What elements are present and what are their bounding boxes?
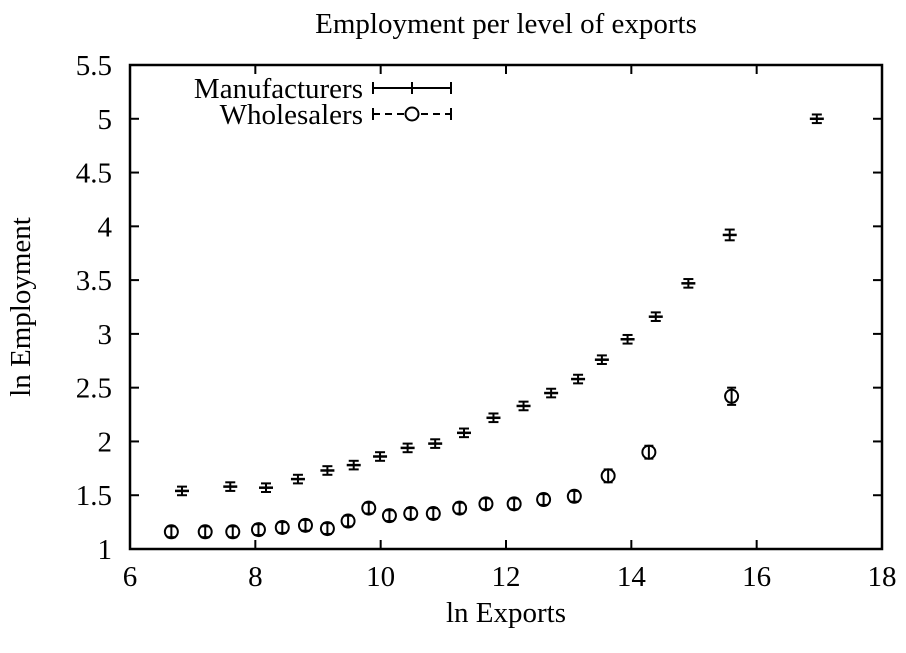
wholesalers-point bbox=[425, 506, 441, 522]
circle-marker bbox=[452, 500, 468, 516]
y-tick-label: 4 bbox=[98, 211, 113, 243]
circle-marker bbox=[403, 506, 419, 522]
manufacturers-point bbox=[544, 387, 559, 399]
y-tick-label: 5.5 bbox=[76, 50, 112, 82]
manufacturers-point bbox=[290, 473, 305, 485]
circle-marker bbox=[225, 524, 241, 540]
wholesalers-point bbox=[297, 517, 313, 533]
y-tick-label: 5 bbox=[98, 104, 113, 136]
plot-border bbox=[128, 63, 884, 551]
x-tick-label: 10 bbox=[366, 561, 395, 593]
manufacturers-point bbox=[620, 333, 635, 345]
plot-generated-content: 6 8 10 12 14 16 18 1 1.5 2 2.5 3 3.5 4 4.5 5 5.5 Manufact… bbox=[76, 50, 897, 593]
circle-marker bbox=[641, 444, 657, 460]
manufacturers-point bbox=[516, 400, 531, 412]
y-tick-label: 4.5 bbox=[76, 158, 112, 190]
circle-marker bbox=[274, 519, 290, 535]
chart-title: Employment per level of exports bbox=[315, 8, 697, 40]
legend-sample-circle bbox=[404, 106, 420, 122]
circle-marker bbox=[297, 517, 313, 533]
wholesalers-point bbox=[163, 524, 179, 540]
circle-marker bbox=[319, 521, 335, 537]
manufacturers-point bbox=[594, 354, 609, 366]
x-tick-label: 18 bbox=[868, 561, 897, 593]
circle-marker bbox=[163, 524, 179, 540]
wholesalers-point bbox=[536, 492, 552, 508]
x-tick-label: 12 bbox=[492, 561, 521, 593]
manufacturers-point bbox=[258, 482, 273, 493]
circle-marker bbox=[724, 388, 740, 404]
y-tick-label: 2 bbox=[98, 426, 113, 458]
circle-marker bbox=[250, 522, 266, 538]
wholesalers-point bbox=[641, 444, 657, 460]
y-axis-label: ln Employment bbox=[5, 217, 37, 397]
wholesalers-point bbox=[724, 386, 740, 406]
x-tick-label: 6 bbox=[123, 561, 138, 593]
manufacturers-point bbox=[223, 481, 238, 492]
legend-label-wholesalers: Wholesalers bbox=[220, 99, 363, 131]
wholesalers-point bbox=[566, 488, 582, 504]
y-tick-label: 3 bbox=[98, 319, 113, 351]
manufacturers-point bbox=[571, 373, 586, 385]
x-tick-label: 8 bbox=[248, 561, 263, 593]
manufacturers-point bbox=[175, 485, 190, 497]
circle-marker bbox=[566, 488, 582, 504]
circle-marker bbox=[600, 468, 616, 484]
wholesalers-point bbox=[250, 522, 266, 538]
wholesalers-point bbox=[452, 500, 468, 516]
y-tick-label: 1 bbox=[98, 534, 113, 566]
circle-marker bbox=[340, 513, 356, 529]
manufacturers-point bbox=[428, 438, 443, 449]
circle-marker bbox=[381, 508, 397, 524]
circle-marker bbox=[197, 524, 213, 540]
circle-marker bbox=[425, 506, 441, 522]
manufacturers-point bbox=[486, 412, 501, 424]
circle-marker bbox=[478, 496, 494, 512]
x-axis-label: ln Exports bbox=[446, 597, 566, 629]
wholesalers-point bbox=[361, 500, 377, 516]
circle-marker bbox=[506, 496, 522, 512]
manufacturers-point bbox=[457, 427, 472, 439]
wholesalers-point bbox=[600, 468, 616, 484]
manufacturers-point bbox=[320, 465, 335, 476]
wholesalers-point bbox=[225, 524, 241, 540]
manufacturers-point bbox=[648, 311, 663, 322]
x-tick-label: 16 bbox=[742, 561, 771, 593]
circle-marker bbox=[536, 492, 552, 508]
legend-label-manufacturers: Manufacturers bbox=[194, 73, 363, 105]
manufacturers-point bbox=[681, 278, 696, 289]
circle-marker bbox=[361, 500, 377, 516]
wholesalers-point bbox=[403, 506, 419, 522]
manufacturers-point bbox=[373, 451, 388, 462]
manufacturers-point bbox=[346, 459, 361, 471]
manufacturers-point bbox=[809, 113, 824, 125]
wholesalers-point bbox=[319, 521, 335, 537]
y-tick-label: 3.5 bbox=[76, 265, 112, 297]
wholesalers-point bbox=[478, 496, 494, 512]
wholesalers-point bbox=[197, 524, 213, 540]
y-tick-label: 1.5 bbox=[76, 480, 112, 512]
x-tick-label: 14 bbox=[617, 561, 647, 593]
wholesalers-point bbox=[340, 513, 356, 529]
wholesalers-point bbox=[506, 496, 522, 512]
wholesalers-point bbox=[381, 508, 397, 524]
manufacturers-point bbox=[722, 228, 737, 242]
manufacturers-point bbox=[400, 442, 415, 454]
wholesalers-point bbox=[274, 519, 290, 535]
y-tick-label: 2.5 bbox=[76, 373, 112, 405]
